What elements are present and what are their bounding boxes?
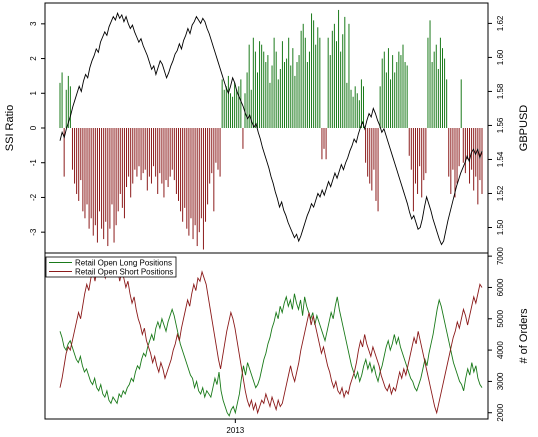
orders-lines — [59, 260, 483, 417]
ssi-axis-tick-label: -1 — [29, 159, 38, 167]
orders-axis-tick-label: 5000 — [496, 309, 505, 327]
orders-axis-title: # of Orders — [518, 308, 530, 364]
gbpusd-axis-tick-label: 1.56 — [496, 117, 505, 133]
orders-axis: 2000 3000 4000 5000 6000 7000 — [487, 247, 505, 422]
gbpusd-axis-tick-label: 1.60 — [496, 49, 505, 65]
orders-axis-tick-label: 2000 — [496, 403, 505, 421]
orders-axis-tick-label: 3000 — [496, 372, 505, 390]
gbpusd-axis-tick-label: 1.54 — [496, 151, 505, 167]
legend: Retail Open Long Positions Retail Open S… — [45, 256, 177, 278]
legend-label-short: Retail Open Short Positions — [75, 268, 173, 277]
date-axis-tick-label: 2013 — [226, 426, 244, 435]
orders-axis-tick-label: 6000 — [496, 278, 505, 296]
gbpusd-line — [59, 11, 483, 246]
ssi-axis-tick-label: 2 — [29, 56, 38, 61]
orders-line-long — [59, 293, 483, 417]
date-axis: 2013 — [226, 419, 245, 435]
ssi-axis-tick-label: 3 — [29, 21, 38, 26]
legend-box — [45, 256, 177, 278]
gbpusd-axis: 1.50 1.52 1.54 1.56 1.58 1.60 1.62 — [487, 15, 505, 235]
ssi-axis-tick-label: -2 — [29, 193, 38, 201]
gbpusd-axis-tick-label: 1.52 — [496, 185, 505, 201]
gbpusd-axis-title: GBPUSD — [518, 105, 530, 152]
gbpusd-axis-tick-label: 1.62 — [496, 15, 505, 31]
ssi-axis-tick-label: 0 — [29, 125, 38, 130]
ssi-ratio-bars — [59, 9, 483, 250]
gbpusd-axis-tick-label: 1.50 — [496, 219, 505, 235]
bottom-panel-frame — [44, 252, 489, 420]
ssi-axis-tick-label: -3 — [29, 228, 38, 236]
orders-axis-tick-label: 7000 — [496, 247, 505, 265]
ssi-axis-tick-label: 1 — [29, 91, 38, 96]
ssi-ratio-axis-title: SSI Ratio — [4, 105, 16, 151]
ssi-ratio-axis: -3 -2 -1 0 1 2 3 — [29, 21, 46, 236]
orders-line-short — [59, 260, 483, 415]
gbpusd-price-line — [59, 11, 483, 246]
orders-axis-tick-label: 4000 — [496, 341, 505, 359]
legend-label-long: Retail Open Long Positions — [75, 259, 172, 268]
gbpusd-axis-tick-label: 1.58 — [496, 83, 505, 99]
